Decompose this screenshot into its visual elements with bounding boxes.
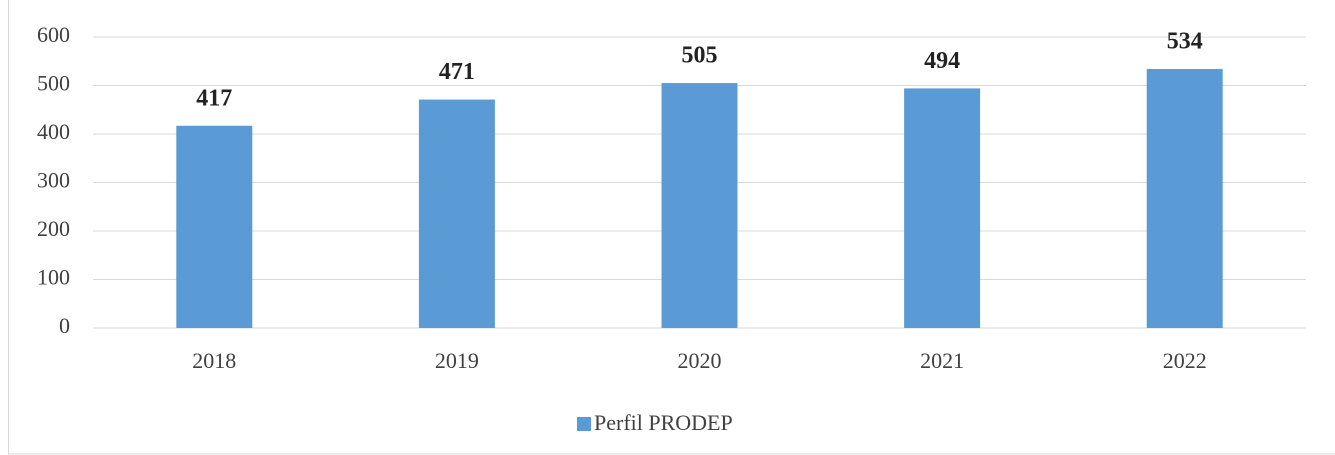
value-label: 505 (682, 43, 718, 69)
y-tick-label: 500 (37, 71, 70, 96)
legend-swatch (577, 417, 591, 431)
x-tick-label: 2019 (435, 348, 479, 373)
bar (418, 99, 495, 328)
legend-label: Perfil PRODEP (594, 410, 733, 435)
y-tick-label: 400 (37, 119, 70, 144)
y-tick-label: 300 (37, 168, 70, 193)
bar (1146, 69, 1223, 328)
chart-border (8, 0, 1335, 455)
y-tick-label: 100 (37, 265, 70, 290)
value-label: 534 (1167, 29, 1203, 55)
y-tick-label: 0 (59, 313, 70, 338)
bar (904, 88, 981, 328)
value-label: 494 (924, 48, 960, 74)
y-tick-label: 600 (37, 22, 70, 47)
bar (176, 125, 253, 328)
x-tick-label: 2022 (1163, 348, 1207, 373)
x-tick-label: 2021 (920, 348, 964, 373)
value-label: 471 (439, 59, 475, 85)
y-tick-label: 200 (37, 216, 70, 241)
bar (661, 83, 738, 328)
value-label: 417 (196, 85, 232, 111)
x-tick-label: 2020 (678, 348, 722, 373)
x-tick-label: 2018 (192, 348, 236, 373)
